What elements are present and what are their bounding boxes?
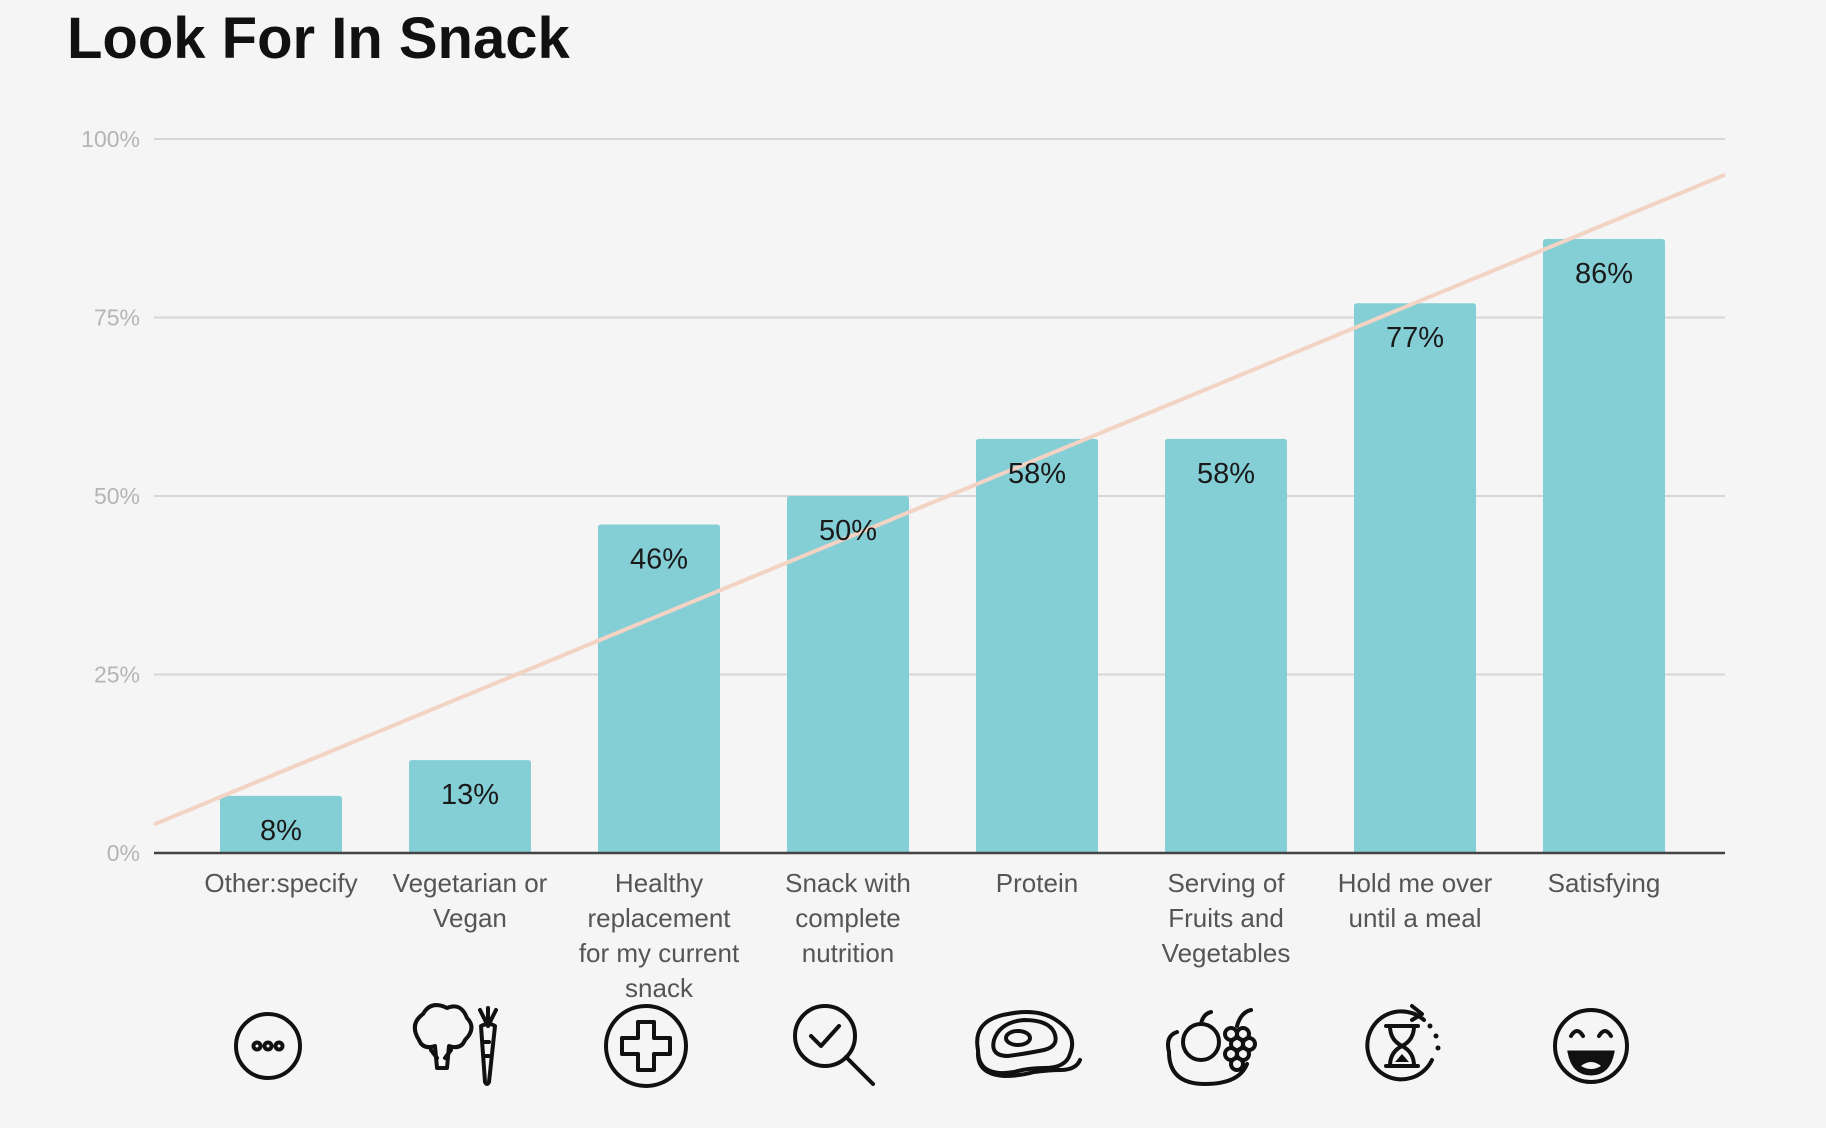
magnifier-check-icon <box>793 1004 875 1086</box>
category-icons <box>234 1003 1629 1088</box>
category-label: Vegan <box>433 903 507 933</box>
category-label: Hold me over <box>1338 868 1493 898</box>
broccoli-carrot-icon <box>412 1003 498 1086</box>
category-label: Vegetables <box>1162 938 1291 968</box>
hourglass-timer-icon <box>1365 1004 1441 1082</box>
y-tick-label: 50% <box>94 483 140 509</box>
category-label: Healthy <box>615 868 703 898</box>
value-label: 58% <box>1197 458 1255 490</box>
y-tick-label: 100% <box>81 126 140 152</box>
steak-icon <box>975 1010 1082 1078</box>
category-label: complete <box>795 903 901 933</box>
grinning-face-icon <box>1553 1008 1629 1084</box>
category-label: Other:specify <box>204 868 357 898</box>
y-tick-label: 25% <box>94 662 140 688</box>
bar <box>976 438 1098 853</box>
bar <box>1165 438 1287 853</box>
plus-circle-icon <box>604 1004 688 1088</box>
bar <box>787 496 909 853</box>
value-labels: 8% 13% 46% 50% 58% 58% 77% 86% <box>260 258 1633 847</box>
chart-title: Look For In Snack <box>67 6 570 71</box>
category-label: Fruits and <box>1168 903 1284 933</box>
trendline-group <box>153 172 1726 827</box>
trendline <box>153 172 1726 827</box>
value-label: 46% <box>630 544 688 576</box>
value-label: 77% <box>1386 322 1444 354</box>
value-label: 58% <box>1008 458 1066 490</box>
category-label: nutrition <box>802 938 895 968</box>
category-label: until a meal <box>1349 903 1482 933</box>
bar <box>598 524 720 853</box>
category-label: Vegetarian or <box>393 868 548 898</box>
y-tick-label: 75% <box>94 305 140 331</box>
value-label: 50% <box>819 515 877 547</box>
category-label: for my current <box>579 938 740 968</box>
value-label: 13% <box>441 779 499 811</box>
fruit-basket-icon <box>1166 1008 1257 1086</box>
category-label: Satisfying <box>1548 868 1661 898</box>
bar <box>409 760 531 853</box>
value-label: 86% <box>1575 258 1633 290</box>
category-label: replacement <box>587 903 731 933</box>
value-label: 8% <box>260 815 302 847</box>
category-label: Protein <box>996 868 1078 898</box>
bars <box>154 238 1725 855</box>
bar <box>1354 303 1476 854</box>
category-label: snack <box>625 973 694 1003</box>
category-label: Serving of <box>1167 868 1285 898</box>
category-label: Snack with <box>785 868 911 898</box>
y-tick-label: 0% <box>107 840 140 866</box>
bar <box>1543 238 1665 853</box>
bar <box>220 795 342 853</box>
category-labels: Other:specify Vegetarian or Vegan Healthy re… <box>204 868 1660 1003</box>
ellipsis-icon <box>234 1012 302 1080</box>
